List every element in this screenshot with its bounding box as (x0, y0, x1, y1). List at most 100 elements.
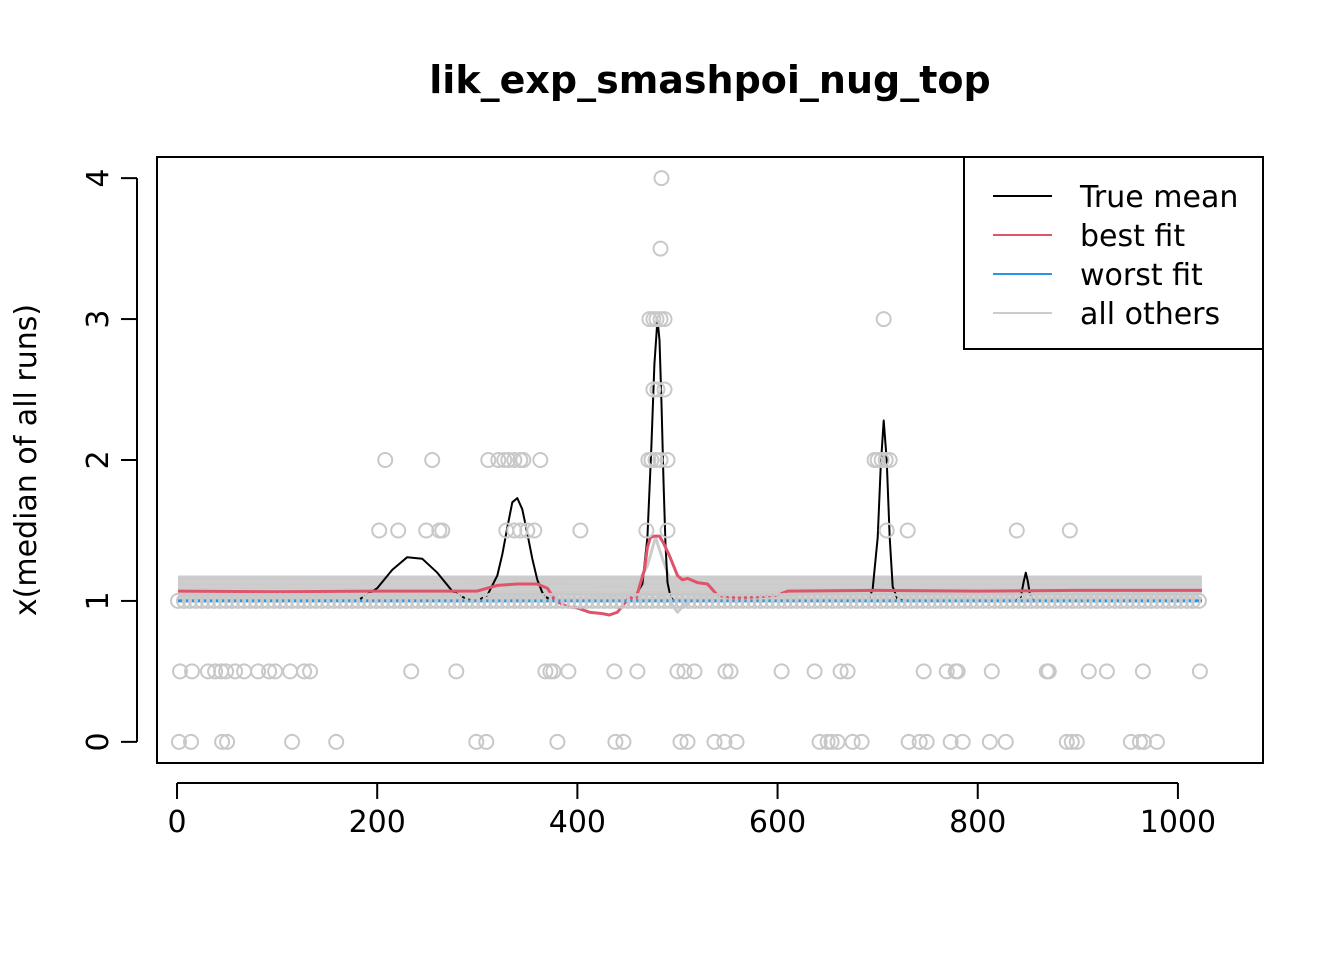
data-point (669, 663, 686, 680)
legend-box (963, 156, 1264, 350)
data-point (644, 592, 661, 609)
data-point (250, 663, 267, 680)
data-point (1148, 592, 1165, 609)
data-point (954, 733, 971, 750)
data-point (944, 592, 961, 609)
data-point (1010, 592, 1027, 609)
data-point (183, 733, 199, 750)
data-point (500, 592, 517, 609)
data-point (974, 592, 991, 609)
data-point (1058, 592, 1075, 609)
data-point (620, 592, 637, 609)
data-point (266, 592, 283, 609)
data-point (839, 663, 856, 680)
data-point (356, 592, 373, 609)
data-point (643, 452, 660, 468)
data-point (254, 592, 271, 609)
chart-title: lik_exp_smashpoi_nug_top (429, 58, 990, 102)
data-point (981, 733, 998, 750)
data-point (398, 592, 415, 609)
data-point (1068, 733, 1085, 750)
data-point (649, 381, 666, 398)
data-point (728, 733, 745, 750)
data-point (752, 592, 769, 609)
data-point (773, 663, 790, 680)
data-point (1106, 592, 1123, 609)
data-point (519, 522, 536, 539)
x-tick-label: 0 (167, 805, 186, 840)
data-point (320, 592, 337, 609)
data-point (704, 592, 721, 609)
data-point (518, 592, 535, 609)
data-point (710, 592, 727, 609)
data-point (448, 663, 465, 680)
y-tick-label: 2 (81, 450, 116, 469)
data-point (645, 381, 662, 398)
series-layer (177, 318, 1202, 617)
data-point (1034, 592, 1051, 609)
data-point (942, 733, 959, 750)
data-point (866, 592, 883, 609)
data-point (1184, 592, 1201, 609)
data-point (1088, 592, 1105, 609)
data-point (446, 592, 463, 609)
data-point (853, 733, 870, 750)
data-point (188, 592, 204, 609)
data-point (418, 522, 435, 539)
data-point (526, 522, 543, 539)
data-point (219, 733, 236, 750)
data-point (899, 522, 916, 539)
data-point (740, 592, 757, 609)
data-point (1040, 663, 1057, 680)
data-point (983, 663, 1000, 680)
data-point (998, 592, 1015, 609)
data-point (806, 663, 823, 680)
data-point (284, 592, 301, 609)
data-point (308, 592, 325, 609)
data-point (652, 240, 669, 257)
data-point (652, 452, 669, 468)
data-point (261, 663, 278, 680)
data-point (638, 592, 655, 609)
data-point (949, 663, 966, 680)
y-tick-label: 4 (81, 169, 116, 188)
data-point (206, 592, 223, 609)
data-point (1100, 592, 1117, 609)
data-point (873, 452, 890, 468)
data-point (480, 452, 497, 468)
data-point (869, 452, 886, 468)
data-point (488, 592, 505, 609)
data-point (344, 592, 361, 609)
data-point (648, 311, 665, 328)
data-point (915, 663, 932, 680)
data-point (1058, 733, 1075, 750)
data-point (1008, 522, 1025, 539)
data-point (938, 663, 955, 680)
data-point (380, 592, 397, 609)
data-point (632, 592, 649, 609)
data-point (284, 733, 301, 750)
data-point (302, 663, 319, 680)
data-point (608, 592, 625, 609)
data-point (606, 663, 623, 680)
data-point (836, 592, 853, 609)
data-point (932, 592, 949, 609)
data-point (182, 592, 198, 609)
data-point (566, 592, 583, 609)
data-point (1178, 592, 1195, 609)
data-point (900, 733, 917, 750)
data-point (647, 452, 664, 468)
data-point (1166, 592, 1183, 609)
data-point (872, 592, 889, 609)
data-point (877, 452, 894, 468)
data-point (1148, 733, 1165, 750)
data-point (468, 733, 485, 750)
data-point (659, 452, 676, 468)
data-point (1052, 592, 1069, 609)
data-point (212, 592, 229, 609)
data-point (860, 592, 877, 609)
data-point (410, 592, 427, 609)
data-point (536, 592, 553, 609)
x-tick-label: 400 (549, 805, 606, 840)
data-point (1061, 522, 1078, 539)
